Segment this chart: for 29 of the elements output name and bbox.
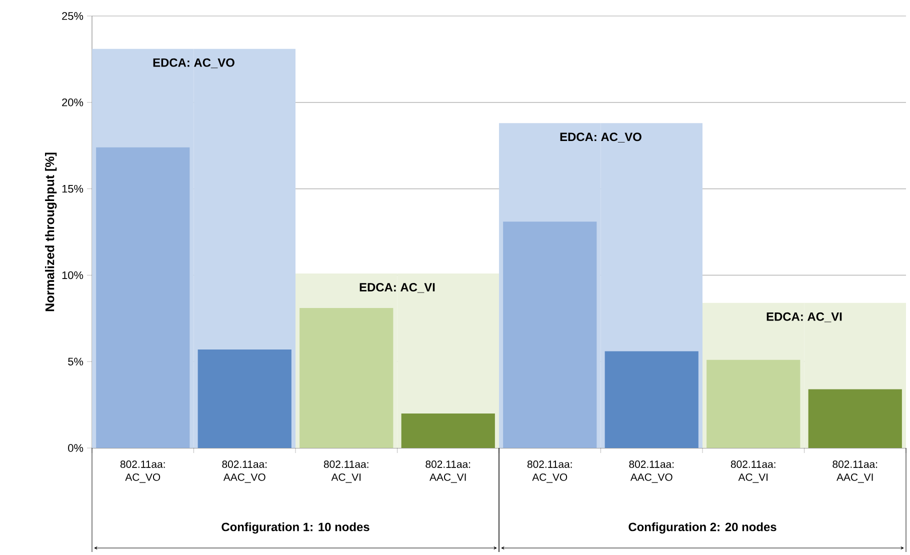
bar xyxy=(300,308,394,448)
bar xyxy=(96,147,190,448)
y-tick-label: 15% xyxy=(62,184,84,193)
y-tick-label: 20% xyxy=(62,98,84,106)
text: EDCA: AC_VO xyxy=(153,58,234,68)
text: EDCA: AC_VI xyxy=(360,282,435,293)
x-tick-label: 802.11aa: AAC_VI xyxy=(832,460,878,483)
x-tick-label: 802.11aa: AC_VI xyxy=(730,460,776,483)
x-tick-label: 802.11aa: AC_VO xyxy=(120,460,165,483)
x-tick-label: 802.11aa: AAC_VI xyxy=(426,460,470,483)
text: Configuration 1: 10 nodes xyxy=(222,522,370,534)
series-label: EDCA: AC_VI xyxy=(766,312,842,322)
y-tick-label: 25% xyxy=(62,12,84,20)
text: Configuration 2: 20 nodes xyxy=(628,522,776,534)
series-label: EDCA: AC_VO xyxy=(560,132,642,142)
bar xyxy=(706,360,800,448)
bar xyxy=(604,351,698,448)
bar xyxy=(808,389,902,448)
x-tick-label: 802.11aa: AAC_VO xyxy=(629,460,674,483)
x-tick-label: 802.11aa: AC_VO xyxy=(527,460,572,483)
x-tick-label: 802.11aa: AAC_VO xyxy=(222,460,267,483)
y-tick-label: 5% xyxy=(68,358,84,366)
bar xyxy=(401,413,495,448)
bar xyxy=(198,350,292,448)
y-tick-label: 0% xyxy=(68,444,84,452)
bar xyxy=(503,222,597,448)
x-tick-label: 802.11aa: AC_VI xyxy=(324,460,368,483)
y-tick-label: 10% xyxy=(62,271,84,280)
y-axis-title: Normalized throughput [%] xyxy=(45,152,57,312)
